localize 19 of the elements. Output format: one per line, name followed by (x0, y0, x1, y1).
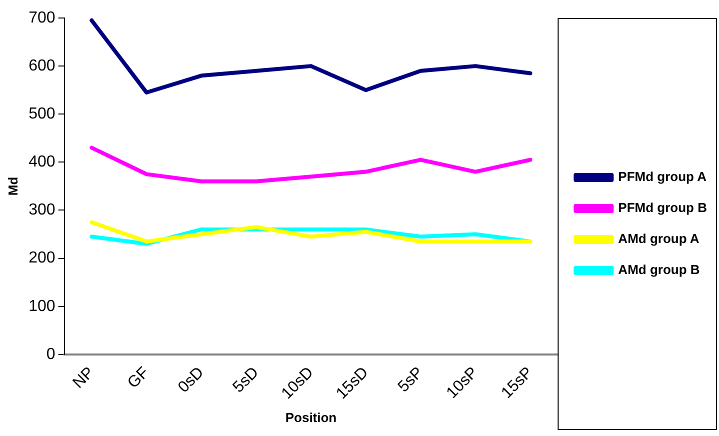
y-tick-label: 200 (28, 250, 56, 267)
x-tick-label: GF (124, 364, 153, 392)
legend-label: AMd group B (618, 262, 700, 278)
x-tick-label: 5sP (395, 364, 427, 396)
y-tick-label: 300 (28, 202, 56, 219)
y-axis-title: Md (5, 176, 20, 196)
y-tick-label: 700 (28, 9, 56, 26)
x-tick-label: 5sD (230, 364, 262, 396)
legend-label: PFMd group B (618, 200, 708, 216)
y-tick-label: 500 (28, 106, 56, 123)
y-tick-label: 0 (46, 346, 56, 363)
y-tick-label: 400 (28, 154, 56, 171)
legend-label: PFMd group A (618, 169, 708, 184)
x-tick-label: NP (70, 364, 98, 392)
legend-label: AMd group A (618, 231, 700, 246)
x-axis-title: Position (285, 410, 337, 425)
y-tick-label: 600 (28, 57, 56, 74)
y-tick-label: 100 (28, 298, 56, 315)
x-tick-label: 0sD (175, 364, 208, 396)
